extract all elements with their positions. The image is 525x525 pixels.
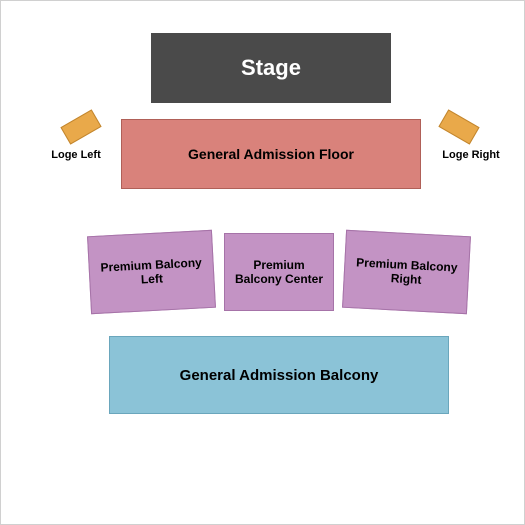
section-loge-left[interactable] [60, 109, 101, 144]
section-ga-balcony[interactable]: General Admission Balcony [109, 336, 449, 414]
section-label: General Admission Balcony [180, 367, 379, 384]
section-balcony-center[interactable]: Premium Balcony Center [224, 233, 334, 311]
section-balcony-right[interactable]: Premium Balcony Right [342, 230, 471, 314]
section-balcony-left[interactable]: Premium Balcony Left [87, 230, 216, 314]
seating-chart: Stage General Admission Floor Loge Left … [0, 0, 525, 525]
section-loge-right[interactable] [438, 109, 479, 144]
loge-right-label: Loge Right [431, 149, 511, 161]
section-label: Premium Balcony Left [93, 255, 209, 289]
section-label: Premium Balcony Center [229, 258, 329, 286]
section-ga-floor[interactable]: General Admission Floor [121, 119, 421, 189]
loge-left-label: Loge Left [41, 149, 111, 161]
section-label: Premium Balcony Right [348, 255, 464, 289]
section-label: General Admission Floor [188, 146, 354, 162]
section-label: Stage [241, 55, 301, 81]
section-stage[interactable]: Stage [151, 33, 391, 103]
